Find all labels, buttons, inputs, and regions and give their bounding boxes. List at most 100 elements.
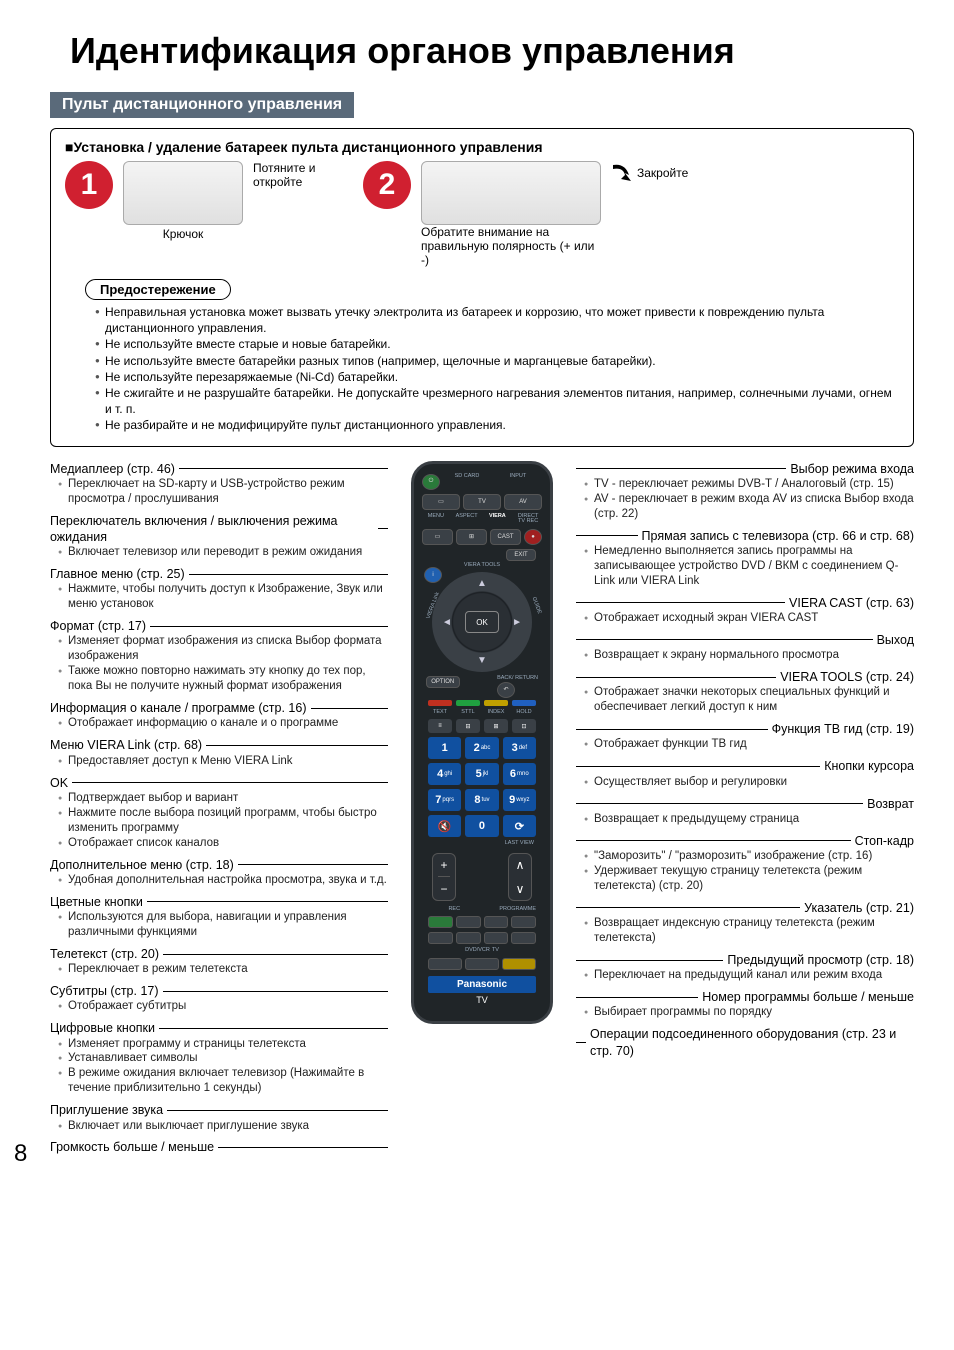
callout-title: Главное меню (стр. 25) [50, 566, 185, 582]
num-key: 0 [465, 815, 498, 837]
return-button: ↶ [497, 682, 515, 698]
leader-line [163, 954, 388, 955]
close-label: Закройте [637, 166, 688, 180]
caution-heading: Предостережение [85, 279, 231, 300]
aspect-label: ASPECT [453, 514, 481, 525]
callout-entry: Телетекст (стр. 20)Переключает в режим т… [50, 946, 388, 977]
left-column: Медиаплеер (стр. 46)Переключает на SD-ка… [50, 461, 392, 1162]
left-arrow-icon: ◄ [442, 617, 452, 628]
caution-item: Неправильная установка может вызвать уте… [95, 304, 899, 336]
callout-entry: Главное меню (стр. 25)Нажмите, чтобы пол… [50, 566, 388, 612]
callout-entry: Громкость больше / меньше [50, 1139, 388, 1155]
callout-bullet: Отображает значки некоторых специальных … [584, 685, 914, 715]
callout-entry: Информация о канале / программе (стр. 16… [50, 700, 388, 731]
num-key: 7pqrs [428, 789, 461, 811]
step-1-badge: 1 [65, 161, 113, 209]
callout-bullets: Включает телевизор или переводит в режим… [58, 545, 388, 560]
index-label: INDEX [484, 710, 508, 716]
input-label: INPUT [494, 474, 542, 480]
callout-bullets: Включает или выключает приглушение звука [58, 1119, 388, 1134]
callout-title: Предыдущий просмотр (стр. 18) [727, 952, 914, 968]
callout-title: Информация о канале / программе (стр. 16… [50, 700, 307, 716]
sttl-button: ⊟ [456, 719, 480, 733]
info-button: i [424, 567, 442, 583]
callout-bullet: Переключает на SD-карту и USB-устройство… [58, 477, 388, 507]
num-key: 🔇 [428, 815, 461, 837]
install-heading: ■Установка / удаление батареек пульта ди… [65, 139, 899, 155]
callout-bullet: Предоставляет доступ к Меню VIERA Link [58, 754, 388, 769]
tv-bottom-label: TV [422, 995, 542, 1005]
tools-label: VIERA TOOLS [422, 563, 542, 569]
menu-label: MENU [422, 514, 450, 525]
leader-line [576, 803, 863, 804]
callout-bullet: Нажмите после выбора позиций программ, ч… [58, 806, 388, 836]
rec-text-label: REC [428, 907, 481, 913]
dvd-label: DVD/VCR [465, 948, 490, 954]
callout-title: VIERA TOOLS (стр. 24) [780, 669, 914, 685]
callout-bullet: Используются для выбора, навигации и упр… [58, 910, 388, 940]
tv-in-button: TV [463, 494, 501, 510]
chdn-icon [484, 916, 509, 928]
leader-line [576, 766, 820, 767]
prog-down-icon: ∨ [516, 882, 525, 896]
yellow-button [484, 700, 508, 706]
install-steps-row: 1 Крючок Потяните и откройте 2 Обратите … [65, 161, 899, 267]
callout-entry: ВыходВозвращает к экрану нормального про… [576, 632, 914, 663]
nav-ring: ▲ ▼ ◄ ► OK [432, 572, 532, 672]
callout-bullets: Предоставляет доступ к Меню VIERA Link [58, 754, 388, 769]
step-1-caption: Потяните и откройте [253, 161, 353, 189]
leader-line [576, 602, 785, 603]
volume-prog-row: + − ∧ ∨ [432, 853, 532, 901]
callout-entry: Стоп-кадр"Заморозить" / "разморозить" из… [576, 833, 914, 894]
teletext-row: TEXT STTL INDEX HOLD [428, 710, 536, 716]
tv-src-label: TV [492, 948, 499, 954]
cast-button: CAST [490, 529, 521, 545]
ok-button: OK [465, 611, 499, 633]
callout-title: Меню VIERA Link (стр. 68) [50, 737, 202, 753]
callout-entry: Формат (стр. 17)Изменяет формат изображе… [50, 618, 388, 694]
leader-line [576, 960, 723, 961]
prog-up-icon: ∧ [516, 858, 525, 872]
callout-entry: Операции подсоединенного оборудования (с… [576, 1026, 914, 1059]
sd-label: SD CARD [443, 474, 491, 480]
callout-entry: VIERA CAST (стр. 63)Отображает исходный … [576, 595, 914, 626]
callout-bullets: Изменяет программу и страницы телетекста… [58, 1037, 388, 1097]
num-key: ⟳ [503, 815, 536, 837]
callout-title: OK [50, 775, 68, 791]
callout-bullet: В режиме ожидания включает телевизор (На… [58, 1066, 388, 1096]
leader-line [576, 1042, 586, 1043]
callout-title: Переключатель включения / выключения реж… [50, 513, 374, 546]
programme-label: PROGRAMME [484, 907, 537, 913]
leader-line [576, 677, 776, 678]
callout-entry: Выбор режима входаTV - переключает режим… [576, 461, 914, 522]
callout-bullets: Отображает исходный экран VIERA CAST [584, 611, 914, 626]
prev-icon [428, 932, 453, 944]
leader-line [218, 1147, 388, 1148]
num-key: 8tuv [465, 789, 498, 811]
callout-bullet: Подтверждает выбор и вариант [58, 791, 388, 806]
callout-bullet: Отображает исходный экран VIERA CAST [584, 611, 914, 626]
callout-bullet: Немедленно выполняется запись программы … [584, 544, 914, 589]
rec2-icon [456, 916, 481, 928]
callout-bullets: Возвращает индексную страницу телетекста… [584, 916, 914, 946]
callout-bullet: Изменяет формат изображения из списка Вы… [58, 634, 388, 664]
programme-rocker: ∧ ∨ [508, 853, 532, 901]
leader-line [150, 626, 388, 627]
remote-illustration: ⏻ SD CARD INPUT ▭ TV AV MENU ASPECT VIER… [411, 461, 553, 1024]
rew-icon [456, 932, 481, 944]
up-arrow-icon: ▲ [477, 578, 487, 589]
callout-title: Прямая запись с телевизора (стр. 66 и ст… [642, 528, 914, 544]
remote-sketch-1 [123, 161, 243, 225]
red-button [428, 700, 452, 706]
install-caution-box: ■Установка / удаление батареек пульта ди… [50, 128, 914, 447]
callout-bullet: Включает телевизор или переводит в режим… [58, 545, 388, 560]
caution-item: Не используйте вместе батарейки разных т… [95, 353, 899, 369]
green-button [456, 700, 480, 706]
callout-bullet: Возвращает к предыдущему страница [584, 812, 914, 827]
leader-line [576, 729, 768, 730]
stop-icon [428, 958, 462, 970]
callout-bullet: Изменяет программу и страницы телетекста [58, 1037, 388, 1052]
viera-label: VIERA [484, 514, 512, 525]
callout-bullets: Изменяет формат изображения из списка Вы… [58, 634, 388, 694]
leader-line [576, 468, 786, 469]
